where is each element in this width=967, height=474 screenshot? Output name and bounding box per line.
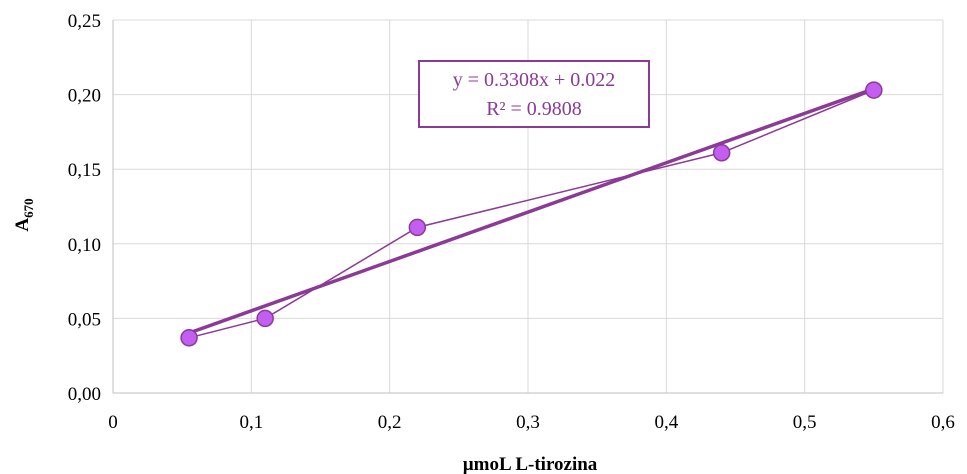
- data-point: [256, 309, 274, 328]
- y-tick-label: 0,00: [68, 384, 101, 405]
- y-tick-label: 0,20: [68, 86, 101, 107]
- y-axis-title-sub: 670: [21, 198, 36, 218]
- x-axis-title: µmoL L-tirozina: [463, 454, 598, 474]
- series: [180, 81, 883, 347]
- data-point: [180, 329, 198, 347]
- grid: [113, 19, 944, 393]
- y-axis-title: A670: [12, 198, 36, 231]
- y-tick-label: 0,15: [68, 160, 101, 181]
- y-axis-title-main: A: [12, 218, 33, 232]
- y-tick-label: 0,25: [68, 11, 101, 32]
- data-point: [865, 81, 883, 99]
- x-tick-labels: 0 0,1 0,2 0,3 0,4 0,5 0,6: [108, 412, 955, 433]
- trendline-equation-box: y = 0.3308x + 0.022 R² = 0.9808: [418, 60, 650, 128]
- x-tick-label: 0,3: [516, 412, 540, 433]
- y-tick-label: 0,05: [68, 309, 101, 330]
- data-point: [408, 218, 427, 237]
- y-tick-label: 0,10: [68, 235, 101, 256]
- x-tick-label: 0,5: [793, 412, 817, 433]
- axes: [112, 20, 943, 394]
- x-tick-label: 0,2: [378, 412, 402, 433]
- y-tick-labels: 0,00 0,05 0,10 0,15 0,20 0,25: [68, 11, 101, 405]
- trendline-equation: y = 0.3308x + 0.022: [452, 69, 616, 91]
- trendline-r-squared: R² = 0.9808: [486, 98, 582, 120]
- trendline: [187, 86, 876, 335]
- x-tick-label: 0,1: [239, 412, 263, 433]
- data-point: [712, 144, 731, 162]
- x-tick-label: 0,4: [654, 412, 678, 433]
- x-tick-label: 0,6: [931, 412, 955, 433]
- x-tick-label: 0: [108, 412, 118, 433]
